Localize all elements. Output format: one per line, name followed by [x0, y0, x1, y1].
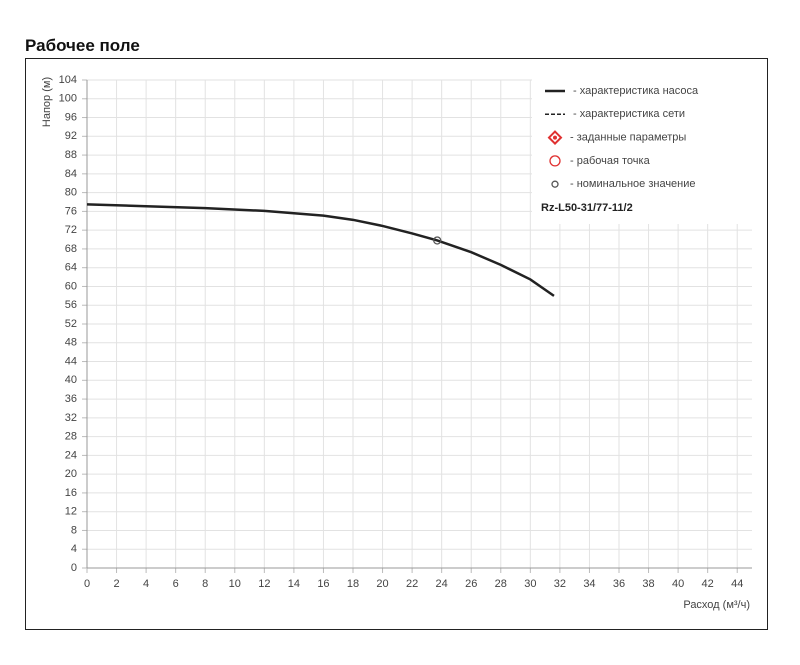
x-tick-label: 24 [436, 578, 448, 590]
legend-label: - характеристика сети [573, 108, 685, 120]
page-title: Рабочее поле [25, 36, 140, 55]
x-tick-label: 18 [347, 578, 359, 590]
legend-label: - характеристика насоса [573, 85, 699, 97]
x-tick-label: 14 [288, 578, 300, 590]
y-tick-label: 4 [71, 543, 77, 555]
legend-swatch [553, 135, 557, 140]
y-tick-label: 100 [59, 93, 77, 105]
y-tick-label: 60 [65, 280, 77, 292]
y-tick-label: 40 [65, 374, 77, 386]
x-tick-label: 44 [731, 578, 743, 590]
x-axis-label: Расход (м³/ч) [683, 599, 750, 611]
legend-swatch [551, 180, 559, 188]
x-tick-label: 30 [524, 578, 536, 590]
x-tick-label: 40 [672, 578, 684, 590]
x-tick-label: 6 [173, 578, 179, 590]
legend-label: - рабочая точка [570, 155, 651, 167]
y-tick-label: 84 [65, 168, 77, 180]
model-label: Rz-L50-31/77-11/2 [541, 202, 633, 214]
legend-background [532, 78, 754, 224]
y-tick-label: 80 [65, 187, 77, 199]
x-tick-label: 36 [613, 578, 625, 590]
x-tick-label: 34 [583, 578, 595, 590]
x-tick-label: 10 [229, 578, 241, 590]
x-tick-label: 32 [554, 578, 566, 590]
y-tick-label: 92 [65, 130, 77, 142]
x-tick-label: 16 [317, 578, 329, 590]
x-tick-label: 8 [202, 578, 208, 590]
y-tick-label: 104 [59, 74, 77, 86]
y-tick-label: 24 [65, 449, 77, 461]
x-tick-label: 2 [113, 578, 119, 590]
pump-curve [86, 203, 555, 297]
chart-frame [25, 58, 768, 630]
y-tick-label: 20 [65, 468, 77, 480]
x-tick-label: 42 [702, 578, 714, 590]
x-tick-label: 20 [376, 578, 388, 590]
y-tick-label: 96 [65, 111, 77, 123]
y-tick-label: 8 [71, 524, 77, 536]
x-tick-label: 0 [84, 578, 90, 590]
y-tick-label: 44 [65, 355, 77, 367]
y-tick-label: 12 [65, 506, 77, 518]
legend-swatch [549, 155, 561, 167]
nominal-point [433, 236, 442, 245]
legend-swatch [547, 130, 563, 146]
y-tick-label: 64 [65, 262, 77, 274]
y-tick-label: 28 [65, 431, 77, 443]
y-tick-label: 88 [65, 149, 77, 161]
x-tick-label: 4 [143, 578, 149, 590]
legend-label: - заданные параметры [570, 132, 686, 144]
x-tick-label: 26 [465, 578, 477, 590]
x-tick-label: 38 [642, 578, 654, 590]
y-tick-label: 16 [65, 487, 77, 499]
x-tick-label: 28 [495, 578, 507, 590]
y-tick-label: 76 [65, 205, 77, 217]
y-tick-label: 52 [65, 318, 77, 330]
y-tick-label: 32 [65, 412, 77, 424]
y-tick-label: 72 [65, 224, 77, 236]
y-tick-label: 0 [71, 562, 77, 574]
y-axis-label: Напор (м) [41, 77, 53, 127]
x-tick-label: 22 [406, 578, 418, 590]
legend-label: - номинальное значение [570, 178, 696, 190]
x-tick-label: 12 [258, 578, 270, 590]
y-tick-label: 36 [65, 393, 77, 405]
y-tick-label: 48 [65, 337, 77, 349]
y-tick-label: 56 [65, 299, 77, 311]
y-tick-label: 68 [65, 243, 77, 255]
